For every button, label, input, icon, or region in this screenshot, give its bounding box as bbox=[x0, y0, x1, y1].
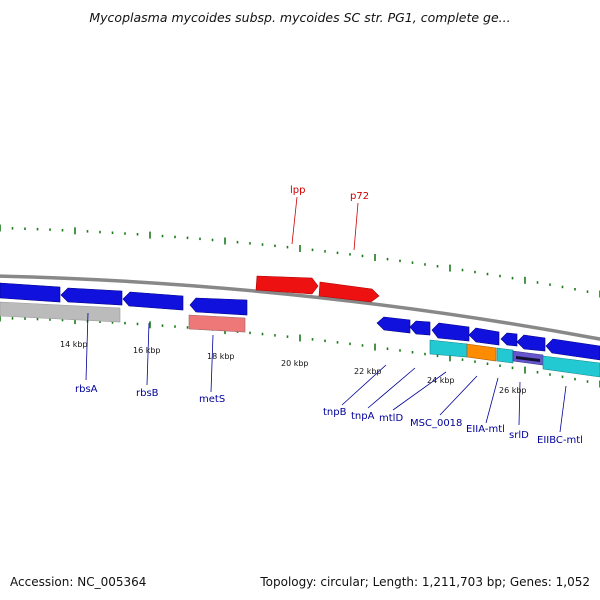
leader-rbsB bbox=[146, 322, 150, 386]
inner-tick-track bbox=[0, 314, 600, 388]
gene-p72[interactable] bbox=[318, 281, 380, 303]
feature-pink bbox=[188, 314, 246, 333]
gene-tnpB[interactable] bbox=[376, 316, 411, 334]
gene-srlD[interactable] bbox=[516, 334, 546, 352]
scale-label: 18 kbp bbox=[207, 352, 235, 361]
scale-label: 24 kbp bbox=[427, 376, 455, 385]
scale-label: 16 kbp bbox=[133, 346, 161, 355]
gene-label-metS[interactable]: metS bbox=[199, 394, 225, 405]
reverse-gene-labels: rbsA rbsB metS tnpB tnpA mtlD MSC_0018 E… bbox=[75, 384, 583, 446]
genome-backbone-stroke bbox=[0, 274, 600, 341]
gene-EIIA-mtl[interactable] bbox=[500, 332, 518, 347]
leader-p72 bbox=[353, 202, 359, 251]
forward-gene-labels: lpp p72 bbox=[290, 185, 369, 202]
outer-tick-track bbox=[0, 224, 600, 298]
gene-EIIBC-mtl[interactable] bbox=[545, 338, 600, 361]
genome-stats-label: Topology: circular; Length: 1,211,703 bp… bbox=[260, 575, 590, 589]
gene-label-lpp[interactable]: lpp bbox=[290, 185, 305, 196]
gene-mtlD[interactable] bbox=[431, 322, 470, 342]
feature-gray bbox=[0, 301, 121, 323]
leader-metS bbox=[210, 334, 214, 393]
scale-label: 14 kbp bbox=[60, 340, 88, 349]
leader-tnpA bbox=[367, 367, 416, 409]
gene-label-EIIBC-mtl[interactable]: EIIBC-mtl bbox=[537, 435, 583, 446]
feature-orange bbox=[466, 343, 497, 362]
gene-label-rbsA[interactable]: rbsA bbox=[75, 384, 98, 395]
scale-labels: 14 kbp 16 kbp 18 kbp 20 kbp 22 kbp 24 kb… bbox=[60, 340, 527, 395]
leader-EIIBC-mtl bbox=[559, 385, 567, 433]
gene-label-EIIA-mtl[interactable]: EIIA-mtl bbox=[466, 424, 505, 435]
feature-cyan-2 bbox=[496, 347, 514, 364]
leader-srlD bbox=[518, 381, 521, 426]
feature-dark-band bbox=[516, 356, 540, 362]
feature-cyan-3 bbox=[542, 355, 600, 378]
scale-label: 20 kbp bbox=[281, 359, 309, 368]
gene-label-mtlD[interactable]: mtlD bbox=[379, 413, 403, 424]
reverse-leaders bbox=[85, 312, 567, 433]
gene-MSC_0018[interactable] bbox=[468, 327, 500, 346]
scale-label: 22 kbp bbox=[354, 367, 382, 376]
gene-lpp[interactable] bbox=[255, 275, 319, 295]
gene-tnpA[interactable] bbox=[409, 320, 431, 336]
map-title: Mycoplasma mycoides subsp. mycoides SC s… bbox=[89, 10, 511, 25]
accession-label: Accession: NC_005364 bbox=[10, 575, 147, 589]
leader-tnpB bbox=[341, 364, 387, 406]
gene-label-tnpB[interactable]: tnpB bbox=[323, 407, 347, 418]
leader-mtlD bbox=[392, 371, 447, 411]
gene-left-1[interactable] bbox=[0, 282, 61, 303]
gene-metS[interactable] bbox=[189, 297, 248, 316]
leader-rbsA bbox=[85, 312, 89, 381]
gene-label-p72[interactable]: p72 bbox=[350, 191, 369, 202]
leader-lpp bbox=[291, 196, 298, 245]
gene-label-srlD[interactable]: srlD bbox=[509, 430, 529, 441]
gene-label-MSC_0018[interactable]: MSC_0018 bbox=[410, 418, 462, 429]
leader-EIIA-mtl bbox=[485, 377, 499, 424]
gene-label-tnpA[interactable]: tnpA bbox=[351, 411, 375, 422]
gene-label-rbsB[interactable]: rbsB bbox=[136, 388, 159, 399]
leader-MSC_0018 bbox=[439, 375, 478, 416]
gene-rbsA[interactable] bbox=[60, 287, 123, 306]
scale-label: 26 kbp bbox=[499, 386, 527, 395]
feature-cyan-1 bbox=[429, 339, 468, 358]
gene-rbsB[interactable] bbox=[122, 291, 184, 311]
